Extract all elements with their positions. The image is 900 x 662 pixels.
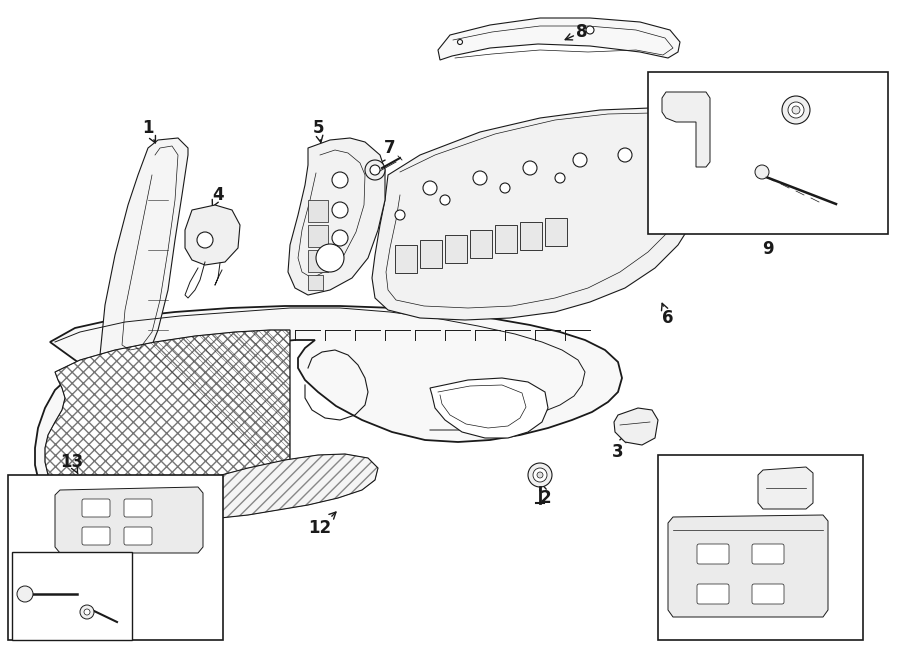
Circle shape (653, 148, 667, 162)
Circle shape (332, 172, 348, 188)
Bar (308, 275, 323, 290)
Text: 11: 11 (815, 99, 851, 117)
Polygon shape (438, 18, 680, 60)
Circle shape (792, 106, 800, 114)
Text: 7: 7 (378, 139, 396, 164)
Circle shape (197, 232, 213, 248)
Text: 5: 5 (312, 119, 324, 142)
Circle shape (457, 40, 463, 44)
Circle shape (332, 230, 348, 246)
Bar (308, 225, 328, 247)
Bar (420, 240, 442, 268)
Polygon shape (185, 205, 240, 265)
Circle shape (500, 183, 510, 193)
Circle shape (586, 26, 594, 34)
Polygon shape (758, 467, 813, 509)
Circle shape (573, 153, 587, 167)
Text: 3: 3 (612, 435, 625, 461)
Polygon shape (668, 515, 828, 617)
Polygon shape (55, 487, 203, 553)
FancyBboxPatch shape (124, 499, 152, 517)
Circle shape (370, 165, 380, 175)
Circle shape (80, 605, 94, 619)
Text: 6: 6 (662, 303, 674, 327)
Circle shape (316, 244, 344, 272)
Bar (8, 475, 223, 640)
Text: 9: 9 (749, 196, 764, 214)
Text: 14: 14 (21, 539, 47, 557)
Circle shape (555, 173, 565, 183)
Polygon shape (288, 138, 385, 295)
Circle shape (537, 472, 543, 478)
Polygon shape (35, 306, 622, 498)
Polygon shape (182, 454, 378, 518)
Circle shape (528, 463, 552, 487)
Circle shape (533, 468, 547, 482)
FancyBboxPatch shape (752, 584, 784, 604)
Polygon shape (430, 378, 548, 438)
Circle shape (84, 609, 90, 615)
Polygon shape (614, 408, 658, 445)
FancyBboxPatch shape (697, 544, 729, 564)
FancyBboxPatch shape (124, 527, 152, 545)
Polygon shape (662, 92, 710, 167)
Polygon shape (372, 108, 715, 320)
FancyBboxPatch shape (752, 544, 784, 564)
Text: 2: 2 (539, 483, 551, 507)
Text: 8: 8 (565, 23, 588, 41)
Text: 12: 12 (309, 512, 336, 537)
Circle shape (440, 195, 450, 205)
Circle shape (788, 102, 804, 118)
Bar (648, 72, 888, 234)
Circle shape (782, 96, 810, 124)
Text: 15: 15 (751, 609, 773, 632)
Bar (308, 250, 328, 272)
Bar (12, 552, 132, 640)
Text: 11: 11 (802, 93, 866, 112)
Polygon shape (100, 138, 188, 375)
FancyBboxPatch shape (697, 584, 729, 604)
Bar (495, 225, 517, 253)
FancyBboxPatch shape (82, 499, 110, 517)
FancyBboxPatch shape (82, 527, 110, 545)
Circle shape (423, 181, 437, 195)
Circle shape (332, 202, 348, 218)
Bar (470, 230, 492, 258)
Text: 10: 10 (815, 156, 851, 174)
Bar (445, 235, 467, 263)
Circle shape (618, 148, 632, 162)
Circle shape (365, 160, 385, 180)
Text: 1: 1 (142, 119, 156, 143)
Circle shape (523, 161, 537, 175)
Circle shape (755, 165, 769, 179)
Circle shape (473, 171, 487, 185)
Bar (520, 222, 542, 250)
Circle shape (395, 210, 405, 220)
Bar (395, 245, 417, 273)
Text: 13: 13 (60, 453, 84, 474)
Bar (658, 455, 863, 640)
Polygon shape (45, 330, 290, 496)
Bar (545, 218, 567, 246)
Bar (308, 200, 328, 222)
Text: 10: 10 (832, 138, 866, 196)
Circle shape (17, 586, 33, 602)
Text: 4: 4 (212, 186, 224, 207)
Text: 9: 9 (762, 240, 774, 258)
